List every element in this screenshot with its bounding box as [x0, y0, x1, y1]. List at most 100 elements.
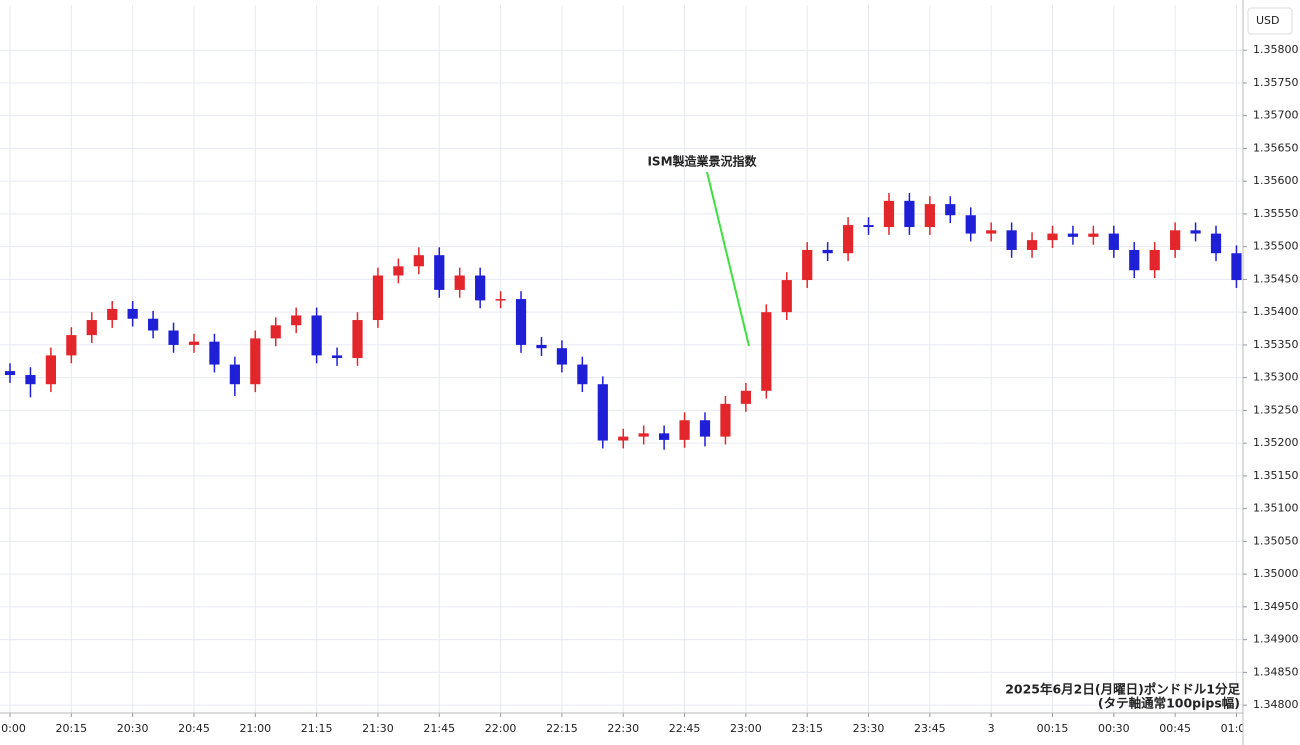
candle-body [1108, 233, 1119, 250]
y-tick-label: 1.34850 [1253, 665, 1299, 678]
candle-body [250, 338, 261, 385]
y-tick-label: 1.35150 [1253, 469, 1299, 482]
x-tick-label: 3 [988, 722, 995, 735]
y-tick-label: 1.35000 [1253, 567, 1299, 580]
candle-body [270, 325, 281, 339]
y-tick-label: 1.35700 [1253, 109, 1299, 122]
y-tick-label: 1.35100 [1253, 502, 1299, 515]
candle-body [986, 230, 997, 234]
candle-body [66, 335, 77, 356]
candle-body [1006, 230, 1017, 250]
candle-body [147, 318, 159, 331]
y-tick-label: 1.35200 [1253, 436, 1299, 449]
candle-body [1149, 249, 1160, 271]
x-tick-label: 20:15 [55, 722, 87, 735]
candle-body [659, 433, 670, 440]
candle-body [107, 308, 118, 321]
candle-body [45, 355, 57, 385]
candle-body [291, 315, 302, 326]
candle-body [311, 315, 322, 356]
x-tick-label: 23:30 [853, 722, 885, 735]
candle-body [577, 364, 588, 385]
candle-body [802, 249, 813, 281]
x-tick-label: 20:30 [117, 722, 149, 735]
grid [0, 5, 1243, 713]
x-tick-label: 20:45 [178, 722, 210, 735]
candle-body [536, 344, 547, 349]
candle-body [1231, 253, 1242, 281]
candle-body [1047, 233, 1058, 241]
candle-body [1170, 230, 1181, 250]
candle-body [331, 355, 343, 359]
x-axis: 20:00 20:15 20:30 20:45 21:00 21:15 21:30 21:45… [0, 713, 1243, 735]
candle-body [413, 255, 424, 267]
candle-body [638, 433, 649, 437]
candle-body [618, 436, 629, 441]
candle-body [434, 255, 445, 290]
candle-body [699, 420, 711, 437]
x-tick-label: 22:45 [669, 722, 701, 735]
x-tick-label: 21:30 [362, 722, 394, 735]
candle-body [1190, 230, 1201, 234]
candle-body [863, 225, 874, 228]
candle-body [883, 200, 895, 228]
candle-body [945, 204, 956, 216]
candle-body [25, 375, 36, 385]
candle-body [209, 341, 220, 365]
candle-body [127, 308, 138, 319]
annotation: ISM製造業景況指数 [647, 154, 757, 169]
candle-body [1129, 249, 1140, 271]
y-tick-label: 1.34900 [1253, 633, 1299, 646]
candle-body [229, 364, 240, 385]
candle-body [740, 390, 751, 404]
y-tick-label: 1.34950 [1253, 600, 1299, 613]
y-tick-label: 1.35600 [1253, 174, 1299, 187]
candle-body [1067, 233, 1079, 237]
candle-body [188, 341, 200, 345]
x-tick-label: 00:15 [1037, 722, 1069, 735]
candle-body [679, 420, 690, 440]
candle-body [86, 320, 97, 336]
x-tick-label: 21:15 [301, 722, 333, 735]
chart-title: 2025年6月2日(月曜日)ポンドドル1分足 [1005, 682, 1240, 697]
currency-box [1247, 7, 1293, 35]
candle-body [1026, 240, 1038, 250]
candle-body [393, 266, 404, 276]
candle-body [475, 275, 486, 301]
y-axis: 1.34800 1.34850 1.34900 1.34950 1.35000 1.350… [1243, 43, 1299, 711]
candle-body [720, 403, 731, 437]
y-tick-label: 1.35500 [1253, 240, 1299, 253]
candle-body [781, 280, 792, 313]
x-tick-label: 20:00 [0, 722, 26, 735]
y-tick-label: 1.35750 [1253, 76, 1299, 89]
x-tick-label: 22:30 [607, 722, 639, 735]
candle-body [924, 204, 935, 228]
candle-body [556, 348, 568, 365]
candle-body [495, 299, 506, 301]
candle-body [4, 371, 16, 376]
y-tick-label: 1.35300 [1253, 371, 1299, 384]
x-tick-label: 23:00 [730, 722, 762, 735]
candle-body [761, 312, 772, 391]
y-tick-label: 1.35550 [1253, 207, 1299, 220]
candle-body [515, 299, 527, 345]
y-tick-label: 1.35350 [1253, 338, 1299, 351]
candle-body [352, 320, 363, 359]
candle-body [904, 200, 915, 228]
candles [4, 192, 1242, 450]
x-tick-label: 21:45 [423, 722, 455, 735]
y-tick-label: 1.34800 [1253, 698, 1299, 711]
candle-body [842, 225, 854, 254]
candle-body [1210, 233, 1222, 254]
x-tick-label: 00:30 [1098, 722, 1130, 735]
x-tick-label: 21:00 [239, 722, 271, 735]
y-tick-label: 1.35250 [1253, 403, 1299, 416]
x-tick-label: 22:00 [485, 722, 517, 735]
y-tick-label: 1.35450 [1253, 272, 1299, 285]
x-tick-label: 00:45 [1159, 722, 1191, 735]
candle-body [822, 249, 833, 254]
candle-body [1088, 233, 1099, 237]
candle-body [372, 275, 384, 321]
